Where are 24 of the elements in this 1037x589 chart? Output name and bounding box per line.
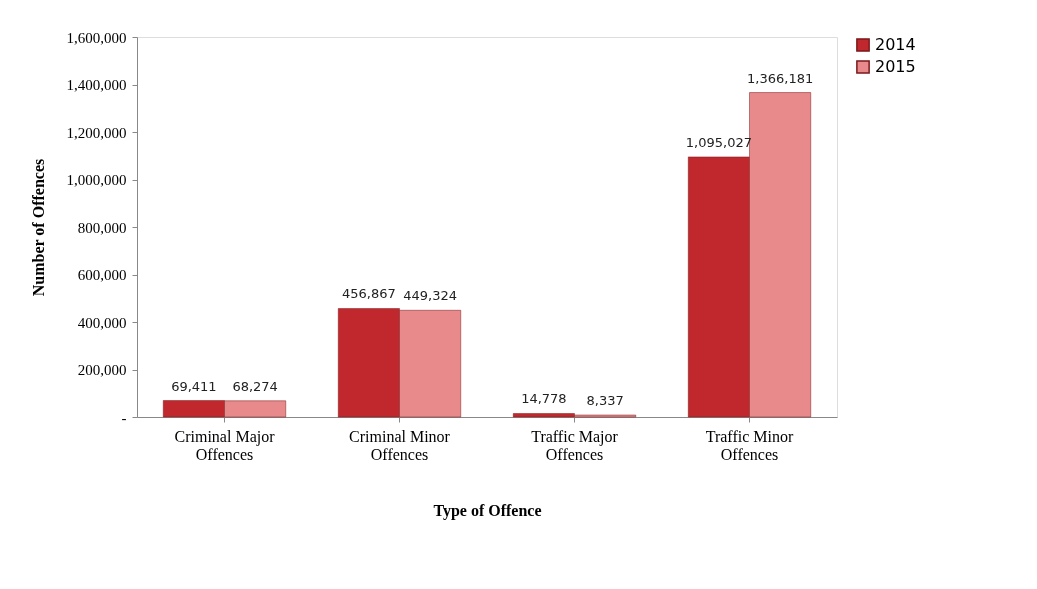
x-tick-label: Traffic Minor Offences bbox=[705, 427, 794, 463]
x-tick-label: Criminal Minor Offences bbox=[349, 427, 451, 463]
data-label: 8,337 bbox=[586, 393, 624, 409]
data-label: 68,274 bbox=[232, 378, 278, 394]
y-tick-label: 200,000 bbox=[77, 362, 127, 378]
data-label: 14,778 bbox=[521, 391, 567, 407]
data-label: 449,324 bbox=[403, 288, 458, 304]
y-tick-label: 1,600,000 bbox=[66, 29, 127, 46]
data-label: 1,366,181 bbox=[747, 70, 814, 86]
x-tick-label: Traffic Major Offences bbox=[531, 427, 619, 463]
data-label: 456,867 bbox=[341, 286, 396, 302]
y-tick-label: 800,000 bbox=[77, 219, 127, 236]
legend-label: 2014 bbox=[875, 35, 916, 54]
legend-label: 2015 bbox=[875, 57, 916, 76]
y-tick-label: 400,000 bbox=[77, 314, 127, 331]
y-tick-label: 1,200,000 bbox=[66, 124, 127, 141]
data-label: 69,411 bbox=[171, 378, 217, 394]
y-axis-title: Number of Offences bbox=[29, 158, 47, 297]
x-tick-label: Criminal Major Offences bbox=[174, 427, 276, 463]
x-axis-title: Type of Offence bbox=[433, 501, 542, 520]
y-tick-label: 1,400,000 bbox=[66, 77, 127, 93]
y-tick-label: 1,000,000 bbox=[66, 172, 127, 188]
y-tick-label: 600,000 bbox=[77, 267, 127, 283]
y-tick-label: - bbox=[121, 409, 127, 426]
